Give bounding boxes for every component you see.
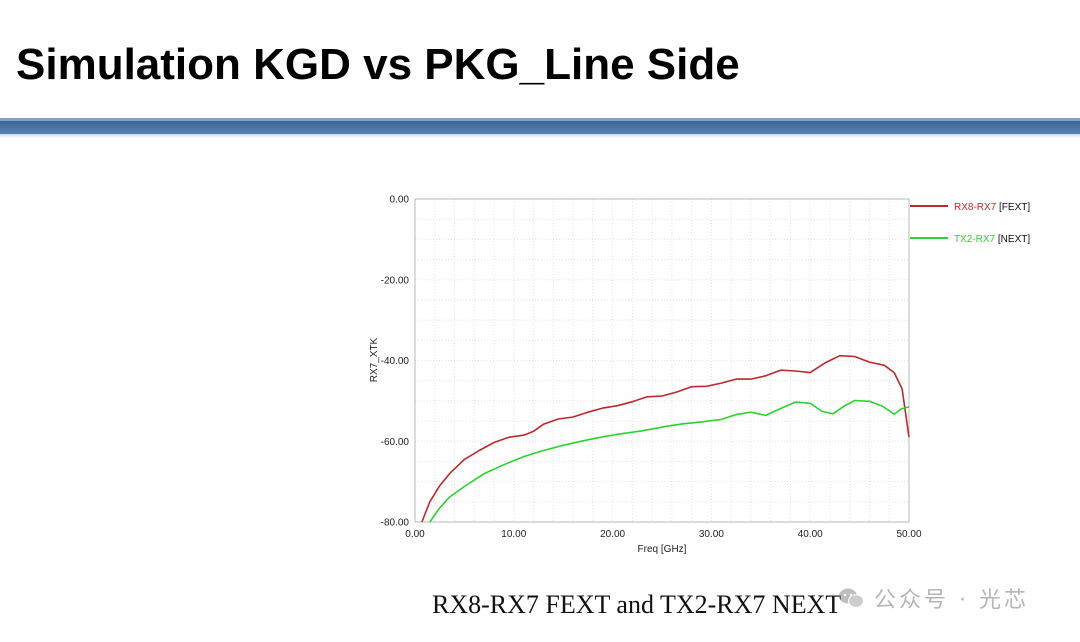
slide-title: Simulation KGD vs PKG_Line Side [16,40,740,89]
legend-series-name: TX2-RX7 [954,234,996,245]
grid-lines [415,199,909,522]
y-tick-label: 0.00 [390,195,410,206]
x-tick-labels: 0.00 10.00 20.00 30.00 40.00 50.00 [405,529,922,540]
legend-series-name: RX8-RX7 [954,202,997,213]
y-tick-label: -20.00 [381,275,410,286]
watermark-text: 公众号 · 光芯 [874,588,1029,613]
plot-frame [414,198,910,523]
legend-entry: RX8-RX7 [FEXT] [954,202,1030,213]
chat-bubble-icon [839,588,864,608]
figure-caption: RX8-RX7 FEXT and TX2-RX7 NEXT [432,590,842,619]
y-axis-label: RX7_XTK [369,337,380,382]
x-tick-label: 40.00 [798,529,823,540]
x-tick-label: 10.00 [501,529,526,540]
series-line-fext [421,354,910,523]
x-tick-label: 50.00 [896,529,921,540]
watermark: 公众号 · 光芯 [838,582,1029,614]
x-tick-label: 0.00 [405,529,425,540]
x-axis-label: Freq [GHz] [638,544,687,555]
legend-series-tag: [NEXT] [995,234,1030,245]
y-tick-label: -60.00 [381,437,410,448]
legend: RX8-RX7 [FEXT] TX2-RX7 [NEXT] [910,202,1030,245]
y-tick-label: -80.00 [381,518,410,529]
y-tick-label: -40.00 [381,356,410,367]
y-tick-labels: 0.00 -20.00 -40.00 -60.00 -80.00 [381,195,410,529]
title-divider-band [0,118,1080,138]
x-tick-label: 30.00 [699,529,724,540]
legend-entry: TX2-RX7 [NEXT] [954,234,1030,245]
series-line-next [429,399,910,523]
x-tick-label: 20.00 [600,529,625,540]
legend-series-tag: [FEXT] [996,202,1030,213]
series-lines [421,354,910,523]
